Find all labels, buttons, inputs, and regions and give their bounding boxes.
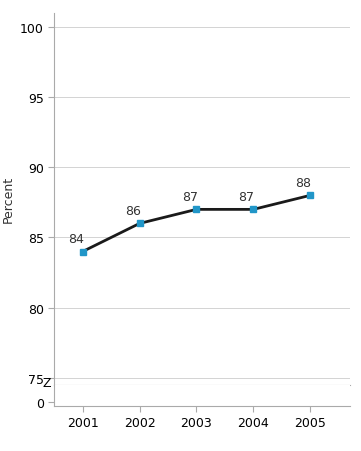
Text: 84: 84 bbox=[68, 233, 84, 246]
Text: 87: 87 bbox=[239, 191, 255, 203]
Text: Z: Z bbox=[43, 376, 51, 389]
Text: 87: 87 bbox=[182, 191, 197, 203]
Text: 86: 86 bbox=[125, 205, 141, 218]
Y-axis label: Percent: Percent bbox=[1, 176, 14, 223]
Text: 88: 88 bbox=[296, 177, 312, 189]
